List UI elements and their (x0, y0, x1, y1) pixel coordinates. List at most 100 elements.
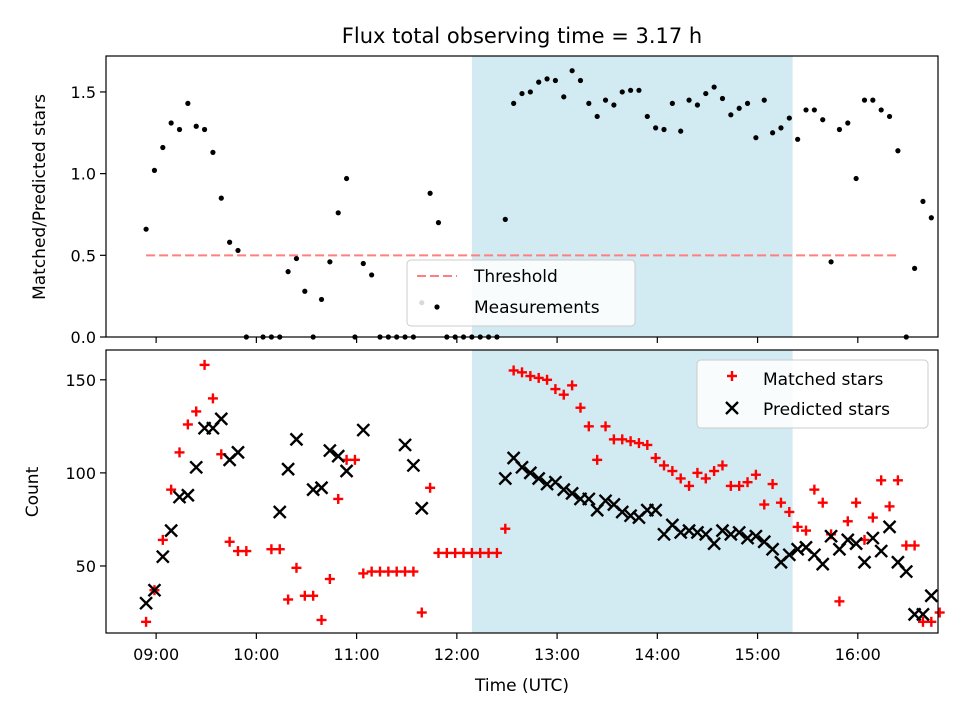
measurement-point (327, 259, 333, 265)
measurement-point (928, 215, 934, 221)
legend-predicted-label: Predicted stars (763, 400, 890, 420)
predicted-star-point (840, 533, 855, 547)
measurement-point (778, 125, 784, 131)
measurement-point (577, 77, 584, 84)
matched-star-point (675, 473, 686, 484)
top-y-axis-label: Matched/Predicted stars (30, 94, 50, 300)
measurement-point (619, 89, 625, 95)
predicted-star-point (272, 505, 287, 519)
predicted-star-point (556, 482, 571, 497)
predicted-star-point (824, 529, 838, 544)
matched-star-point (291, 562, 302, 573)
matched-star-point (483, 547, 494, 558)
predicted-star-point (406, 458, 421, 473)
predicted-star-point (231, 445, 245, 460)
matched-star-point (433, 547, 444, 558)
matched-star-point (558, 389, 569, 400)
predicted-star-point (314, 480, 329, 495)
measurement-point (669, 100, 675, 106)
matched-star-point (374, 566, 385, 577)
predicted-star-point (398, 438, 412, 452)
measurement-point (227, 239, 233, 245)
measurement-point (594, 113, 600, 120)
measurement-point (302, 288, 308, 294)
measurement-point (201, 126, 208, 133)
predicted-star-point (214, 412, 229, 426)
measurement-point (744, 100, 751, 106)
predicted-star-point (281, 462, 295, 477)
predicted-star-point (414, 501, 429, 516)
matched-star-point (934, 607, 945, 618)
measurement-point (770, 130, 776, 136)
measurement-point (636, 87, 642, 93)
measurement-point (168, 120, 174, 126)
top-plot-frame (105, 55, 939, 338)
predicted-star-point (765, 542, 780, 557)
legend-measurements-label: Measurements (474, 298, 600, 318)
matched-star-point (842, 516, 853, 527)
matched-star-point (508, 365, 519, 376)
predicted-star-point (289, 432, 304, 447)
predicted-star-point (882, 520, 897, 534)
measurement-point (719, 95, 726, 102)
measurement-point (176, 126, 183, 133)
matched-star-point (867, 512, 878, 523)
matched-star-point (232, 546, 243, 557)
predicted-star-point (339, 464, 354, 478)
bottom-x-tick-label: 12:00 (434, 645, 480, 664)
measurement-point (552, 77, 559, 84)
measurement-point (795, 136, 801, 142)
predicted-star-point (598, 493, 613, 508)
legend-matched-swatch (727, 371, 737, 381)
measurement-point (435, 220, 442, 226)
measurement-point (703, 90, 709, 97)
measurement-point (143, 226, 149, 232)
matched-star-point (817, 497, 828, 508)
matched-star-point (583, 421, 594, 432)
top-x-ticks (155, 337, 859, 343)
matched-star-point (700, 473, 711, 484)
measurement-point (511, 100, 517, 106)
matched-star-point (207, 393, 218, 404)
predicted-star-point (515, 460, 529, 475)
measurement-point (293, 255, 300, 262)
bottom-legend: Matched stars Predicted stars (696, 359, 929, 429)
matched-star-point (299, 590, 310, 601)
measurement-point (343, 175, 350, 182)
predicted-star-point (707, 536, 721, 551)
measurement-point (711, 84, 717, 90)
matched-star-point (157, 534, 168, 545)
top-legend-box (406, 259, 636, 327)
legend-measurements-swatch (434, 304, 440, 310)
predicted-star-point (849, 536, 863, 551)
predicted-star-point (531, 471, 546, 486)
measurement-point (218, 195, 224, 201)
measurement-point (193, 123, 199, 129)
matched-star-point (475, 547, 486, 558)
bottom-x-tick-label: 14:00 (634, 645, 680, 664)
matched-star-point (425, 482, 436, 493)
predicted-star-point (523, 466, 538, 480)
predicted-star-point (924, 588, 939, 603)
measurement-point (210, 149, 216, 155)
matched-star-point (224, 536, 235, 547)
measurement-point (185, 100, 191, 106)
matched-star-point (500, 523, 511, 534)
matched-star-point (667, 466, 678, 477)
predicted-star-point (498, 471, 513, 486)
chart-title: Flux total observing time = 3.17 h (342, 24, 702, 48)
matched-star-point (608, 434, 619, 445)
bottom-panel: 50 100 150 09:00 10:00 11:00 12:00 13:00 14:00 1… (23, 349, 945, 696)
matched-star-point (851, 497, 862, 508)
measurement-point (694, 102, 701, 108)
matched-star-point (725, 480, 736, 491)
top-panel: 0.0 0.5 1.0 1.5 Matched/Predicted stars Thr… (30, 55, 939, 347)
measurement-point (728, 112, 734, 118)
predicted-star-point (331, 449, 346, 463)
measurement-point (845, 120, 851, 126)
matched-star-point (182, 419, 193, 430)
matched-star-point (692, 467, 703, 478)
measurement-point (235, 247, 241, 254)
measurement-point (544, 76, 550, 82)
legend-matched-label: Matched stars (763, 370, 883, 390)
